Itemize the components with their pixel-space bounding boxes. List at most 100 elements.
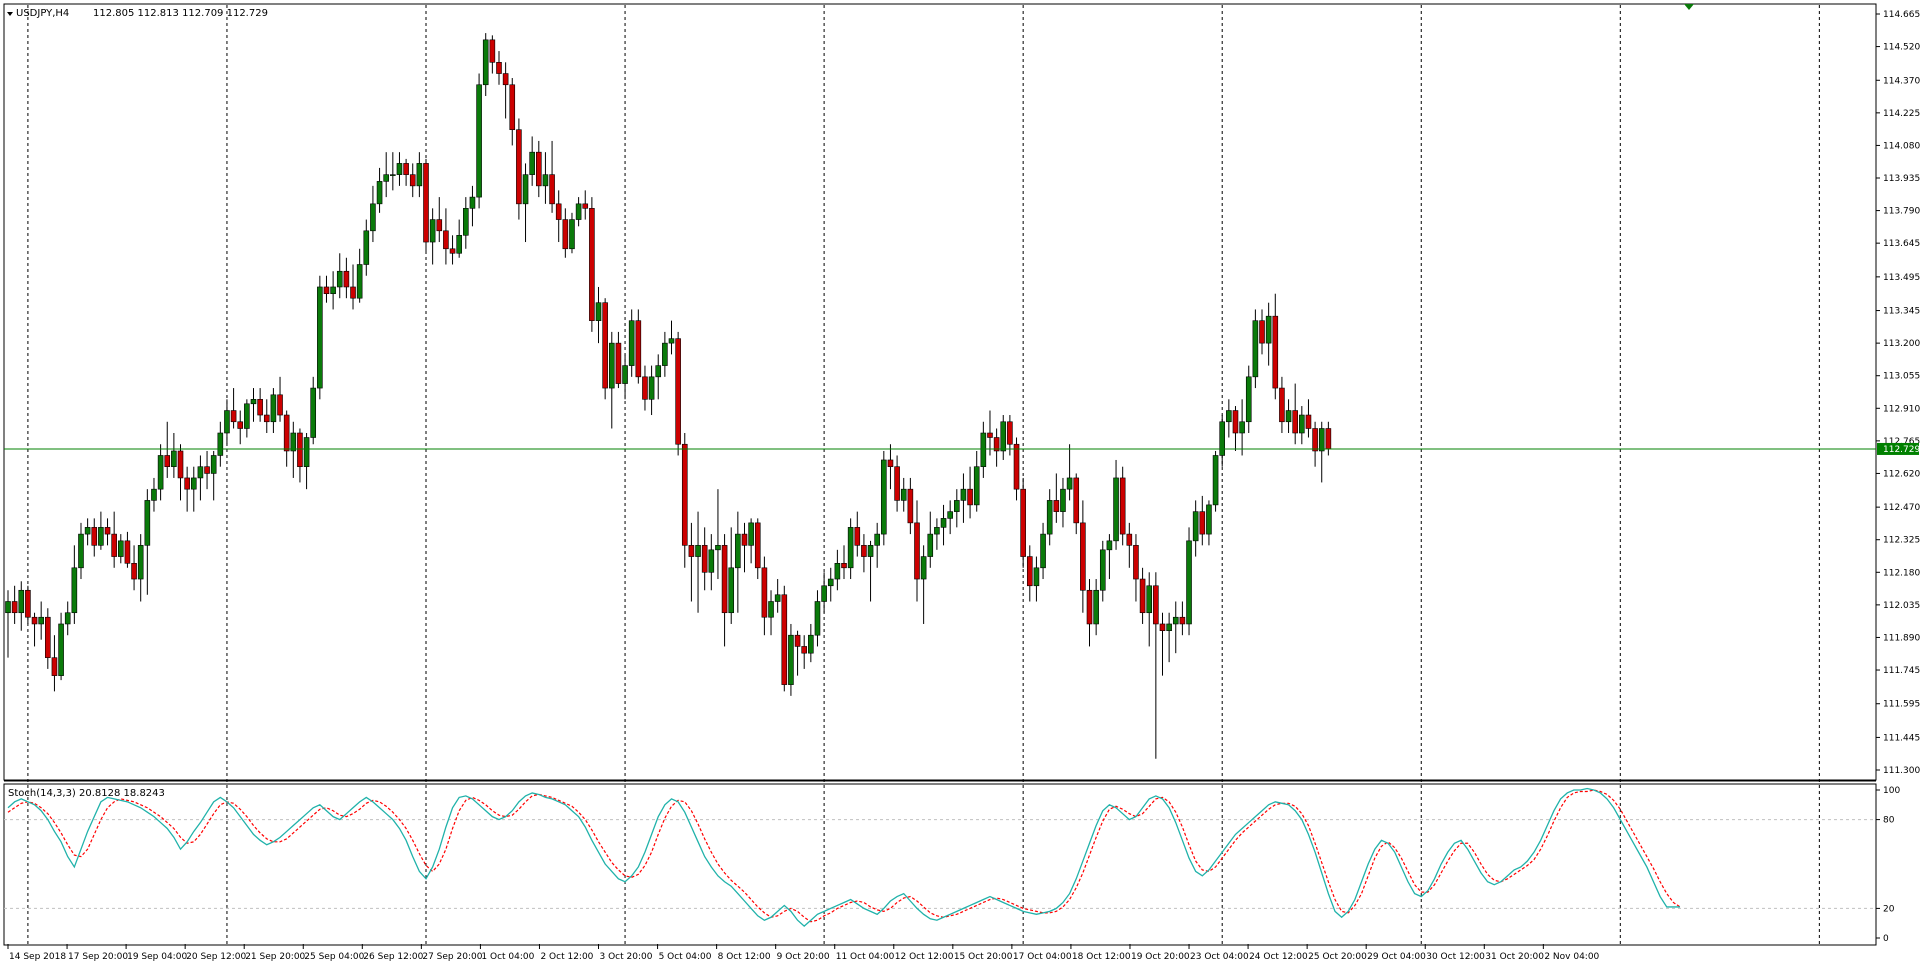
candle-body-79 — [529, 151, 535, 175]
candle-body-27 — [184, 477, 190, 490]
candle-body-175 — [1166, 623, 1172, 632]
x-tick-label-7: 27 Sep 20:00 — [422, 952, 482, 962]
candle-body-196 — [1305, 414, 1312, 429]
stoch-signal-line — [7, 789, 1681, 923]
candle-body-65 — [436, 219, 443, 232]
candle-body-21 — [144, 500, 151, 546]
candle-body-188 — [1252, 320, 1259, 378]
y-tick-label-2: 114.370 — [1883, 76, 1920, 86]
x-tick-label-19: 19 Oct 20:00 — [1131, 952, 1190, 962]
candle-body-98 — [655, 365, 662, 378]
candle-body-170 — [1133, 545, 1139, 580]
stoch-y-tick-label-3: 0 — [1883, 934, 1889, 944]
x-tick-label-3: 20 Sep 12:00 — [186, 952, 246, 962]
candle-body-60 — [403, 163, 409, 175]
candle-body-101 — [675, 338, 681, 445]
candle-body-7 — [51, 657, 58, 676]
candle-body-158 — [1053, 500, 1060, 512]
candle-body-137 — [914, 522, 920, 580]
candle-body-78 — [522, 174, 529, 205]
candle-body-124 — [827, 578, 834, 587]
x-tick-label-10: 3 Oct 20:00 — [600, 952, 653, 962]
stoch-y-tick-label-0: 100 — [1883, 786, 1900, 796]
candle-body-0 — [5, 601, 11, 614]
candle-body-118 — [788, 634, 794, 685]
candle-body-126 — [841, 563, 847, 569]
price-axis: 114.665 114.520 114.370 114.225 114.080 113.9… — [1876, 10, 1920, 776]
candle-body-193 — [1285, 410, 1292, 423]
candle-body-90 — [602, 302, 608, 389]
y-tick-label-19: 111.890 — [1883, 633, 1920, 643]
candle-body-32 — [217, 432, 224, 456]
candle-body-44 — [297, 432, 303, 468]
candle-body-155 — [1033, 567, 1040, 587]
candle-body-173 — [1153, 585, 1159, 625]
stochastic-levels — [4, 819, 1876, 909]
candle-body-102 — [681, 443, 688, 546]
candle-body-199 — [1325, 428, 1332, 450]
y-tick-label-11: 113.055 — [1883, 372, 1920, 382]
candle-body-119 — [794, 634, 801, 647]
candle-body-80 — [535, 151, 542, 187]
chevron-down-icon[interactable] — [7, 12, 13, 16]
candle-body-183 — [1219, 421, 1226, 456]
x-tick-label-12: 8 Oct 12:00 — [718, 952, 771, 962]
stochastic-lines — [7, 787, 1681, 928]
y-tick-label-9: 113.345 — [1883, 307, 1920, 317]
candle-body-145 — [967, 488, 973, 506]
y-tick-label-23: 111.300 — [1883, 766, 1920, 776]
candle-body-171 — [1139, 578, 1146, 614]
candle-body-31 — [210, 455, 217, 474]
candle-body-121 — [808, 634, 814, 654]
candle-body-4 — [31, 616, 38, 625]
candle-body-15 — [104, 527, 111, 535]
candle-body-30 — [204, 466, 210, 474]
stoch-y-tick-label-2: 20 — [1883, 904, 1895, 914]
candle-body-159 — [1060, 488, 1066, 512]
candle-body-26 — [177, 450, 184, 479]
candle-body-47 — [317, 286, 323, 389]
candle-body-180 — [1199, 511, 1206, 535]
candle-body-88 — [589, 208, 595, 321]
y-tick-label-13: 112.765 — [1883, 437, 1920, 447]
candle-body-12 — [84, 527, 91, 535]
y-tick-label-3: 114.225 — [1883, 109, 1920, 119]
candle-body-142 — [947, 511, 953, 519]
candle-body-58 — [390, 174, 396, 176]
candle-body-167 — [1113, 477, 1119, 542]
candle-body-28 — [190, 477, 197, 490]
candle-body-120 — [801, 646, 808, 654]
candle-body-113 — [754, 522, 761, 569]
candle-body-116 — [774, 594, 781, 602]
candle-body-73 — [489, 39, 496, 63]
candle-body-46 — [310, 387, 317, 438]
candle-body-179 — [1192, 511, 1199, 542]
y-tick-label-14: 112.620 — [1883, 469, 1920, 479]
candle-body-198 — [1318, 428, 1325, 452]
candle-body-185 — [1232, 410, 1239, 434]
candle-body-72 — [482, 39, 489, 86]
candle-body-8 — [58, 623, 64, 676]
candle-body-191 — [1272, 315, 1279, 389]
candle-body-70 — [469, 196, 476, 209]
candle-body-67 — [449, 248, 456, 254]
candle-body-52 — [350, 286, 356, 299]
candle-body-135 — [900, 488, 907, 501]
candle-body-181 — [1206, 504, 1212, 535]
candle-body-2 — [18, 589, 25, 614]
candle-body-40 — [270, 394, 277, 423]
candle-body-153 — [1020, 488, 1026, 557]
candle-body-17 — [117, 540, 124, 557]
candle-body-150 — [1000, 421, 1007, 452]
x-tick-label-2: 19 Sep 04:00 — [127, 952, 187, 962]
candle-body-95 — [635, 320, 642, 378]
candle-body-59 — [396, 163, 403, 175]
candle-body-99 — [662, 342, 668, 366]
candle-body-91 — [608, 342, 615, 389]
candle-body-186 — [1239, 421, 1245, 434]
candle-body-20 — [137, 545, 144, 580]
candle-body-184 — [1226, 410, 1232, 423]
